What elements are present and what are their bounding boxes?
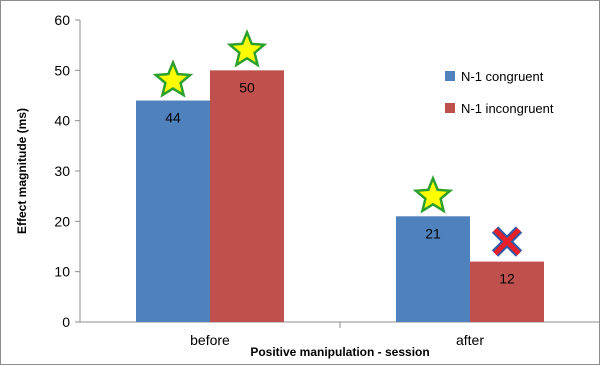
legend-label: N-1 incongruent: [461, 101, 554, 116]
star-icon: [226, 29, 268, 68]
star-icon: [152, 59, 194, 98]
legend-swatch: [445, 103, 455, 113]
bar-after-n-1-incongruent: [470, 261, 544, 322]
bar-before-n-1-incongruent: [210, 70, 284, 322]
annotations: [152, 29, 523, 257]
bars: [136, 70, 544, 323]
x-tick-label: after: [456, 332, 484, 348]
x-axis-tick-labels: before after: [190, 332, 484, 348]
data-labels: 44 50 21 12: [165, 79, 515, 286]
data-label: 12: [499, 271, 515, 287]
y-tick-label: 40: [54, 113, 70, 129]
data-label: 21: [425, 225, 441, 241]
y-tick-label: 50: [54, 62, 70, 78]
x-tick-label: before: [190, 332, 230, 348]
bar-after-n-1-congruent: [396, 216, 470, 322]
y-tick-label: 10: [54, 264, 70, 280]
y-tick-label: 20: [54, 213, 70, 229]
y-tick-label: 0: [62, 314, 70, 330]
bar-before-n-1-congruent: [136, 100, 210, 323]
y-tick-label: 30: [54, 163, 70, 179]
data-label: 44: [165, 110, 181, 126]
legend: N-1 congruent N-1 incongruent: [445, 69, 554, 116]
y-axis-ticks: 0 10 20 30 40 50 60: [54, 12, 341, 330]
legend-label: N-1 congruent: [461, 69, 544, 84]
cross-icon: [491, 226, 523, 257]
x-axis-title: Positive manipulation - session: [250, 345, 429, 359]
legend-swatch: [445, 71, 455, 81]
y-axis-title: Effect magnitude (ms): [15, 108, 29, 234]
star-icon: [412, 174, 454, 214]
data-label: 50: [239, 79, 255, 95]
y-tick-label: 60: [54, 12, 70, 28]
